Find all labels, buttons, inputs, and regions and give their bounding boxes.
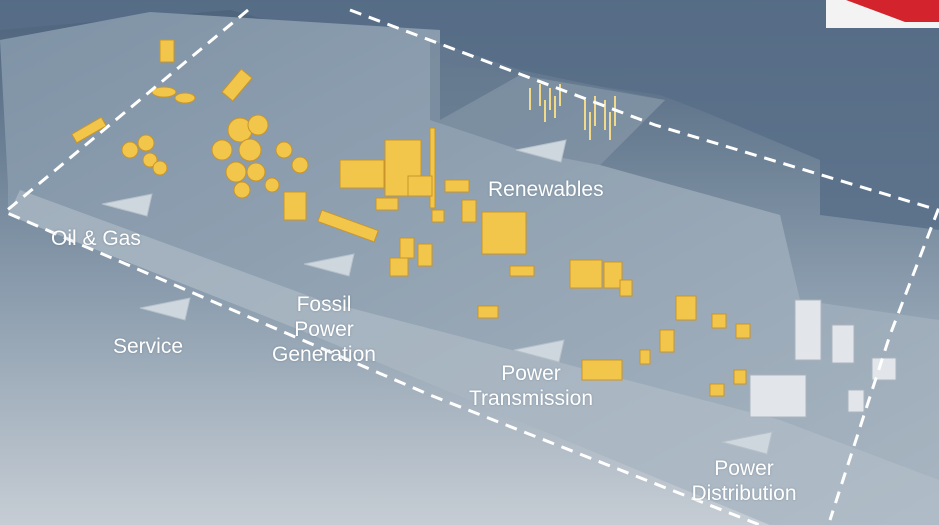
triangle-marker-icon — [303, 253, 355, 277]
triangle-marker-icon — [515, 139, 567, 163]
sector-label-line: Distribution — [691, 482, 797, 505]
renewables-equipment — [529, 84, 616, 140]
sector-label-power-distribution: Power Distribution — [676, 456, 812, 506]
sector-outline — [2, 8, 939, 525]
sector-label-power-transmission: Power Transmission — [450, 361, 612, 411]
sector-label-line: Power — [501, 362, 561, 385]
triangle-marker-icon — [101, 193, 153, 217]
sector-label-renewables: Renewables — [488, 178, 604, 201]
triangle-marker-icon — [513, 339, 565, 363]
renewables-bay — [430, 40, 665, 165]
transmission-equipment — [477, 259, 751, 397]
sector-label-oil-gas: Oil & Gas — [51, 227, 141, 250]
water-area — [0, 0, 939, 230]
sector-label-line: Power — [294, 318, 354, 341]
brand-corner-icon — [826, 0, 939, 28]
sector-label-line: Fossil — [296, 293, 352, 316]
sector-label-line: Generation — [272, 343, 376, 366]
sector-label-service: Service — [113, 335, 184, 358]
platform-front-edge — [8, 190, 939, 525]
distribution-equipment — [749, 299, 897, 418]
sector-label-line: Power — [714, 457, 774, 480]
sector-label-fossil-power-generation: Fossil Power Generation — [254, 292, 394, 367]
triangle-marker-icon — [721, 431, 773, 455]
oil-gas-equipment — [71, 39, 379, 243]
triangle-marker-icon — [139, 297, 191, 321]
fossil-equipment — [339, 127, 535, 277]
sector-label-line: Transmission — [468, 387, 594, 410]
